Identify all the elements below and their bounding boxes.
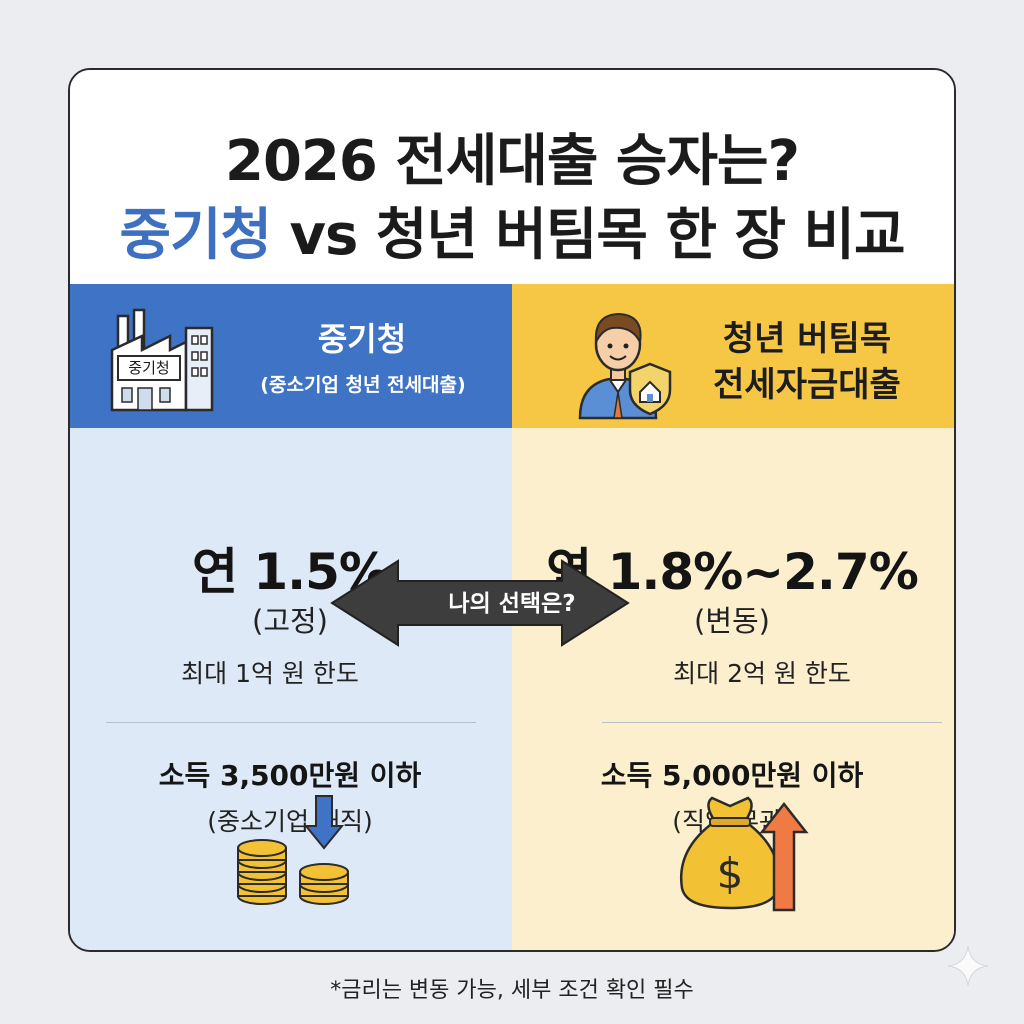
right-body: 연 1.8%~2.7% (변동) 최대 2억 원 한도 소득 5,000만원 이…	[512, 428, 954, 950]
right-name-line2: 전세자금대출	[713, 365, 901, 405]
coins-down-arrow-icon	[237, 795, 349, 905]
left-divider	[106, 722, 476, 723]
left-body: 연 1.5% (고정) 최대 1억 원 한도 소득 3,500만원 이하 (중소…	[70, 428, 512, 950]
left-subtitle: (중소기업 청년 전세대출)	[260, 374, 466, 396]
center-label: 나의 선택은?	[448, 591, 576, 617]
title-line2: 중기청 vs 청년 버팀목 한 장 비교	[70, 190, 954, 271]
left-rate-type: (고정)	[252, 604, 328, 638]
left-income-note: (중소기업 재직)	[207, 807, 373, 836]
left-limit: 최대 1억 원 한도	[181, 659, 359, 688]
right-income: 소득 5,000만원 이하	[600, 759, 864, 792]
person-shield-icon	[578, 312, 672, 420]
right-divider	[602, 722, 942, 723]
title-line1: 2026 전세대출 승자는?	[225, 129, 800, 194]
svg-text:$: $	[717, 849, 744, 898]
right-limit: 최대 2억 원 한도	[673, 659, 851, 688]
title-line2-rest: vs 청년 버팀목 한 장 비교	[271, 203, 906, 268]
title-accent: 중기청	[119, 203, 272, 268]
right-name: 청년 버팀목 전세자금대출	[672, 316, 942, 408]
left-income: 소득 3,500만원 이하	[158, 759, 422, 792]
footnote: *금리는 변동 가능, 세부 조건 확인 필수	[330, 978, 694, 1003]
left-name: 중기청	[317, 320, 407, 358]
right-header: 청년 버팀목 전세자금대출	[512, 284, 954, 428]
factory-icon: 중기청	[110, 308, 214, 412]
left-header: 중기청 중기청 (중소기업 청년 전세대출)	[70, 284, 512, 428]
sparkle-icon	[947, 945, 989, 987]
right-rate-type: (변동)	[694, 604, 770, 638]
double-arrow-icon	[330, 559, 630, 647]
money-bag-up-arrow-icon: $	[679, 796, 809, 912]
building-sign: 중기청	[128, 359, 169, 377]
comparison-card: 2026 전세대출 승자는? 중기청 vs 청년 버팀목 한 장 비교 중기청 …	[68, 68, 956, 952]
title-area: 2026 전세대출 승자는? 중기청 vs 청년 버팀목 한 장 비교	[70, 70, 954, 284]
right-name-line1: 청년 버팀목	[722, 319, 892, 359]
